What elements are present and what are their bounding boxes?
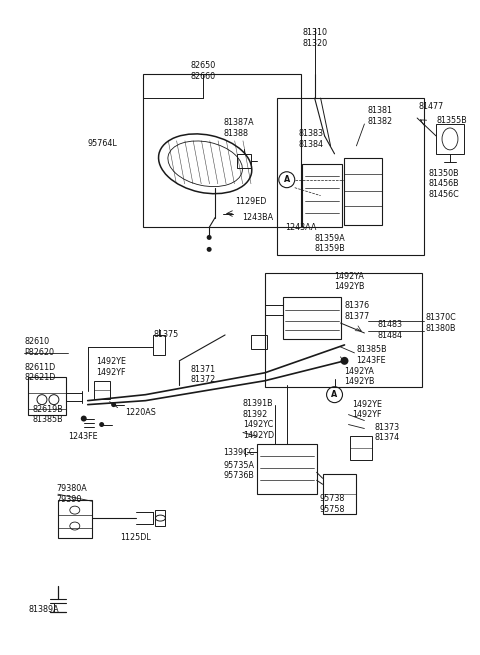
Text: 1339CC: 1339CC (223, 448, 254, 457)
Text: A: A (331, 390, 337, 399)
Text: 81359A
81359B: 81359A 81359B (314, 234, 346, 253)
Text: 1243FE: 1243FE (68, 432, 97, 441)
Circle shape (340, 357, 348, 365)
Text: 81373
81374: 81373 81374 (374, 422, 399, 442)
Text: 1129ED: 1129ED (235, 197, 266, 206)
Text: 1492YA
1492YB: 1492YA 1492YB (335, 272, 365, 291)
Text: 95738
95758: 95738 95758 (320, 495, 345, 514)
Text: 81376
81377: 81376 81377 (345, 301, 370, 321)
Text: 81381
81382: 81381 81382 (367, 106, 393, 126)
Text: 81483
81484: 81483 81484 (377, 320, 402, 340)
Text: 81375: 81375 (154, 331, 179, 339)
Text: 1492YE
1492YF: 1492YE 1492YF (96, 357, 126, 377)
Text: 81383
81384: 81383 81384 (299, 129, 324, 149)
Circle shape (111, 402, 116, 407)
Text: 1125DL: 1125DL (120, 533, 151, 542)
Text: 81385B
1243FE: 81385B 1243FE (357, 345, 387, 365)
Text: 82619B
81385B: 82619B 81385B (32, 405, 63, 424)
Text: A: A (284, 176, 290, 184)
Text: 82611D
82621D: 82611D 82621D (24, 363, 55, 383)
Text: 81370C
81380B: 81370C 81380B (425, 313, 456, 333)
Text: 1243BA: 1243BA (242, 213, 273, 222)
Text: 81355B: 81355B (436, 117, 467, 126)
Text: 1492YE
1492YF: 1492YE 1492YF (352, 400, 383, 419)
Text: 1492YA
1492YB: 1492YA 1492YB (345, 367, 375, 386)
Text: 95764L: 95764L (88, 140, 118, 149)
Text: 82610
P82620: 82610 P82620 (24, 337, 54, 356)
Text: 81477: 81477 (418, 102, 444, 111)
Text: 95735A
95736B: 95735A 95736B (223, 460, 254, 480)
Text: 79380A
79390: 79380A 79390 (56, 485, 86, 504)
Circle shape (207, 235, 212, 240)
Text: 1243AA: 1243AA (285, 223, 316, 232)
Text: 81391B
81392
1492YC
1492YD: 81391B 81392 1492YC 1492YD (243, 400, 274, 440)
Text: 81371
81372: 81371 81372 (190, 365, 216, 384)
Text: 81310
81320: 81310 81320 (302, 28, 327, 48)
Text: 1220AS: 1220AS (126, 408, 156, 417)
Text: 81389A: 81389A (28, 605, 59, 614)
Text: 81350B
81456B
81456C: 81350B 81456B 81456C (428, 169, 459, 198)
Circle shape (99, 422, 104, 427)
Text: 82650
82660: 82650 82660 (191, 62, 216, 81)
Text: 81387A
81388: 81387A 81388 (223, 119, 254, 138)
Circle shape (207, 247, 212, 252)
Circle shape (81, 415, 87, 422)
